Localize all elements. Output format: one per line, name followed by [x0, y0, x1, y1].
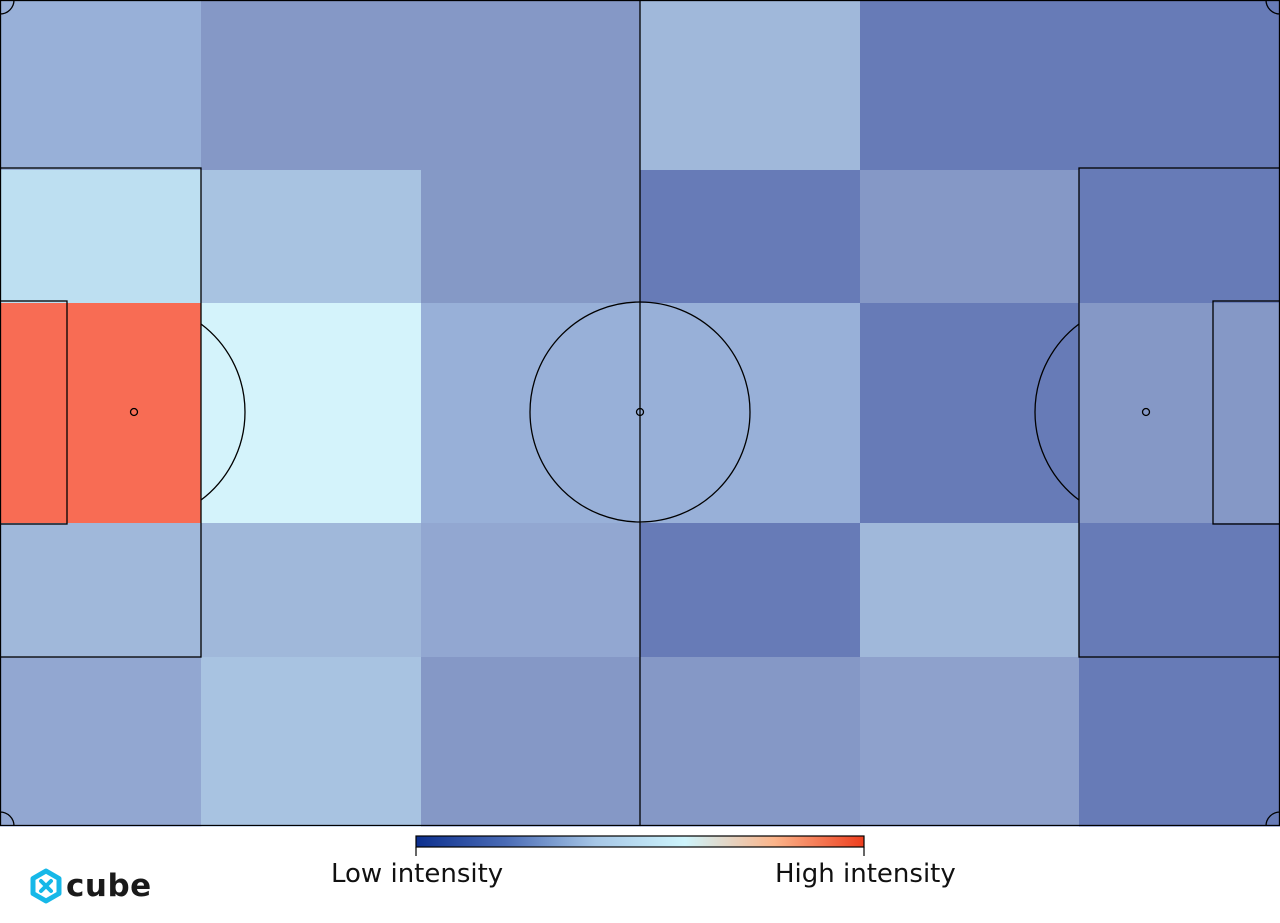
heatmap-cell: [201, 0, 422, 171]
heatmap-cell: [640, 0, 861, 171]
heatmap-cell: [860, 657, 1080, 827]
left-penalty-box: [0, 167, 202, 658]
right-penalty-spot: [1141, 407, 1151, 417]
heatmap-cell: [640, 523, 861, 658]
heatmap-cell: [860, 170, 1080, 304]
center-circle: [529, 301, 751, 523]
heatmap-cell: [421, 523, 641, 658]
heatmap-cell: [860, 0, 1080, 171]
heatmap-cell: [201, 170, 422, 304]
heatmap-cell: [201, 523, 422, 658]
heatmap-cell: [1079, 170, 1280, 304]
heatmap-cell: [860, 303, 1080, 524]
heatmap-cell: [1079, 523, 1280, 658]
heatmap-cell: [640, 170, 861, 304]
heatmap-cell: [1079, 303, 1280, 524]
colorbar-low-label: Low intensity: [331, 859, 504, 889]
colorbar-high-label: High intensity: [775, 859, 956, 889]
right-penalty-box: [1078, 167, 1280, 658]
left-penalty-arc: [200, 323, 246, 501]
heatmap-cell: [860, 523, 1080, 658]
heatmap-cell: [0, 523, 202, 658]
heatmap-cell: [0, 170, 202, 304]
cube-logo-icon: [30, 868, 62, 904]
heatmap-cell: [640, 657, 861, 827]
heatmap-cell: [421, 303, 641, 524]
heatmap-cell: [421, 657, 641, 827]
heatmap-cell: [0, 657, 202, 827]
colorbar-bar: [415, 835, 865, 848]
brand-logo: cube: [30, 866, 152, 906]
heatmap-cell: [0, 0, 202, 171]
corner-arc-top-right: [1265, 0, 1280, 15]
heatmap-cell: [0, 303, 202, 524]
center-spot: [635, 407, 645, 417]
heatmap-cell: [201, 657, 422, 827]
colorbar: [415, 835, 865, 856]
left-goal-area: [0, 300, 68, 525]
heatmap-cell: [201, 303, 422, 524]
left-penalty-spot: [129, 407, 139, 417]
corner-arc-bottom-right: [1265, 811, 1280, 826]
right-goal-area: [1212, 300, 1280, 525]
corner-arc-top-left: [0, 0, 15, 15]
corner-arc-bottom-left: [0, 811, 15, 826]
heatmap-cell: [1079, 0, 1280, 171]
heatmap-cell: [421, 170, 641, 304]
brand-name: cube: [66, 868, 152, 904]
heatmap-cell: [1079, 657, 1280, 827]
right-penalty-arc: [1034, 323, 1080, 501]
heatmap-cells: [0, 0, 1280, 827]
heatmap-cell: [421, 0, 641, 171]
